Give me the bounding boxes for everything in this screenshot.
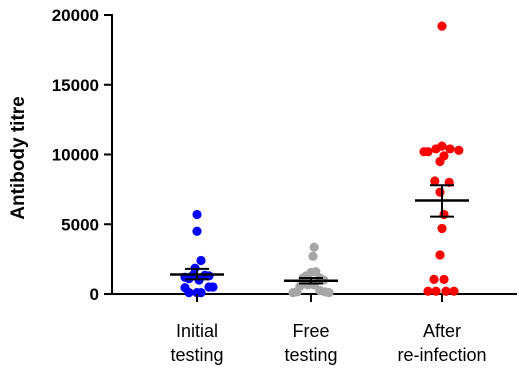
data-point <box>192 226 202 236</box>
data-point <box>454 145 464 155</box>
data-point <box>196 255 206 266</box>
data-point <box>437 141 447 151</box>
data-point <box>441 286 451 296</box>
data-point <box>435 250 445 260</box>
data-point <box>437 223 447 234</box>
y-tick-label: 15000 <box>52 76 99 95</box>
x-axis-categories: Initial testing Free testing After re-infecti… <box>170 294 487 365</box>
data-point <box>431 286 441 296</box>
data-point <box>435 187 445 197</box>
data-point <box>288 288 298 298</box>
y-tick-label: 0 <box>90 285 99 304</box>
data-point <box>437 21 447 31</box>
x-category-label: re-infection <box>397 345 486 365</box>
x-category-label: testing <box>170 345 223 365</box>
data-point <box>439 274 449 284</box>
x-category-label: Free <box>292 321 329 341</box>
data-point <box>423 286 433 296</box>
data-point <box>439 209 449 220</box>
data-point <box>308 251 318 261</box>
data-point <box>192 209 202 220</box>
data-point <box>208 282 218 292</box>
data-point <box>435 156 445 167</box>
data-point <box>423 147 433 157</box>
data-marks <box>170 21 469 298</box>
y-tick-label: 20000 <box>52 6 99 25</box>
y-axis: 0 5000 10000 15000 20000 <box>52 6 113 304</box>
data-point <box>429 274 439 284</box>
data-point <box>196 288 206 298</box>
x-category-label: Initial <box>176 321 218 341</box>
data-point <box>449 286 459 296</box>
data-point <box>184 288 194 298</box>
data-point <box>324 288 334 298</box>
data-point <box>309 242 319 252</box>
y-tick-label: 5000 <box>61 215 99 234</box>
y-axis-title: Antibody titre <box>8 96 29 220</box>
data-point <box>445 144 455 154</box>
x-category-label: testing <box>284 345 337 365</box>
x-category-label: After <box>423 321 461 341</box>
y-tick-label: 10000 <box>52 146 99 165</box>
data-point <box>430 176 440 186</box>
